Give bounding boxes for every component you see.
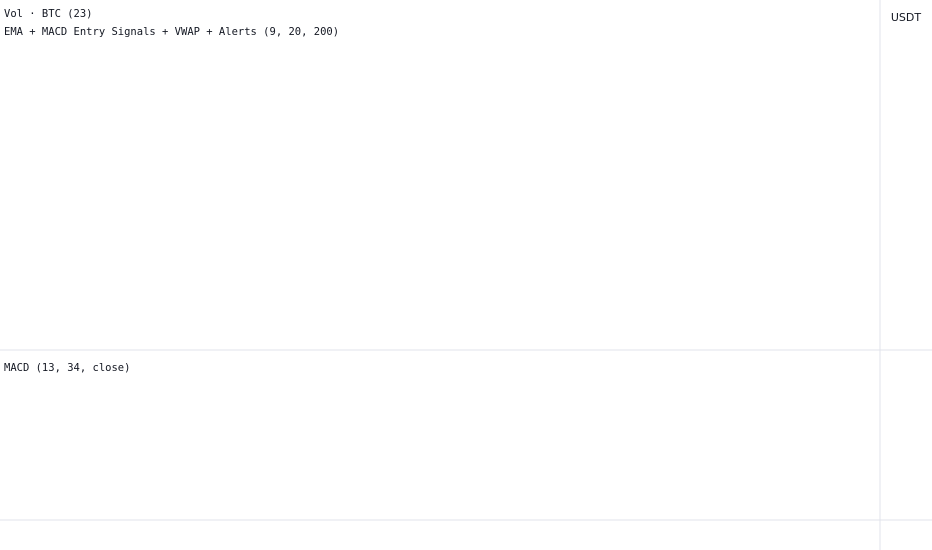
volume-legend: Vol · BTC (23) [4,8,93,20]
currency: USDT [891,11,922,24]
indicator-legend: EMA + MACD Entry Signals + VWAP + Alerts… [4,26,339,38]
macd-legend: MACD (13, 34, close) [4,362,130,374]
